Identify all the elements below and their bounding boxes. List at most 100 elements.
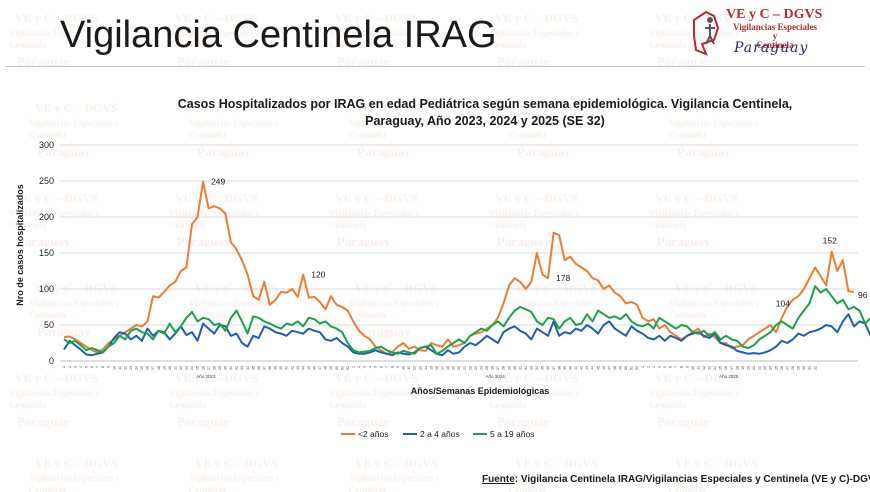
x-tick-label: 40: [568, 366, 572, 370]
x-tick-label: 38: [557, 366, 561, 370]
x-tick-label: 7: [96, 366, 100, 368]
watermark-text: VE y C – DGVS: [15, 11, 98, 25]
x-tick-label: 5: [84, 366, 88, 368]
watermark-text: Paraguay: [497, 414, 551, 429]
x-tick-label: 30: [513, 366, 517, 370]
x-tick-label: 10: [691, 366, 695, 370]
x-tick-label: 46: [313, 366, 317, 370]
watermark-text: Centinela: [9, 220, 46, 230]
series-line-2: [63, 313, 870, 357]
x-tick-label: 23: [763, 366, 767, 370]
watermark-text: Vigilancias Especiales y: [349, 298, 440, 308]
x-tick-label: 42: [290, 366, 294, 370]
watermark-text: Vigilancias Especiales y: [489, 208, 580, 218]
chart-title: Casos Hospitalizados por IRAG en edad Pe…: [177, 97, 793, 128]
year-label: Año 2024: [486, 374, 506, 379]
watermark-text: Centinela: [489, 220, 526, 230]
x-tick-label: 9: [685, 366, 689, 368]
watermark-text: VE y C – DGVS: [675, 281, 758, 295]
x-tick-label: 19: [452, 366, 456, 370]
x-tick-label: 2: [357, 366, 361, 368]
watermark-text: Centinela: [29, 310, 66, 320]
watermark-text: Paraguay: [337, 414, 391, 429]
watermark-text: VE y C – DGVS: [515, 101, 598, 115]
watermark-text: Centinela: [29, 485, 66, 492]
watermark-text: VE y C – DGVS: [675, 456, 758, 470]
watermark-text: VE y C – DGVS: [195, 456, 278, 470]
x-tick-label: 18: [157, 366, 161, 370]
x-tick-label: 14: [713, 366, 717, 370]
x-tick-label: 46: [602, 366, 606, 370]
watermark-text: VE y C – DGVS: [495, 371, 578, 385]
x-tick-label: 49: [619, 366, 623, 370]
watermark-text: VE y C – DGVS: [15, 191, 98, 205]
y-tick-label: 250: [39, 176, 54, 186]
watermark-text: VE y C – DGVS: [355, 101, 438, 115]
x-tick-label: 30: [802, 366, 806, 370]
watermark-text: Vigilancias Especiales y: [169, 388, 260, 398]
x-tick-label: 47: [318, 366, 322, 370]
x-tick-label: 25: [774, 366, 778, 370]
x-tick-label: 28: [791, 366, 795, 370]
watermark-text: Vigilancias Especiales y: [189, 298, 280, 308]
x-tick-label: 3: [73, 366, 77, 368]
year-label: Año 2023: [196, 374, 216, 379]
x-tick-label: 35: [541, 366, 545, 370]
watermark-text: VE y C – DGVS: [35, 456, 118, 470]
x-tick-label: 47: [607, 366, 611, 370]
watermark-text: Vigilancias Especiales y: [669, 298, 760, 308]
watermark-text: Paraguay: [197, 144, 251, 159]
watermark-text: Centinela: [649, 220, 686, 230]
watermark-text: Centinela: [509, 310, 546, 320]
watermark-text: VE y C – DGVS: [335, 191, 418, 205]
watermark-text: Centinela: [649, 40, 686, 50]
x-tick-label: 9: [107, 366, 111, 368]
x-tick-label: 12: [413, 366, 417, 370]
watermark-text: VE y C – DGVS: [495, 191, 578, 205]
x-tick-label: 3: [652, 366, 656, 368]
x-tick-label: 37: [552, 366, 556, 370]
x-tick-label: 19: [162, 366, 166, 370]
watermark-text: Centinela: [509, 485, 546, 492]
watermark-text: VE y C – DGVS: [195, 101, 278, 115]
watermark-text: VE y C – DGVS: [15, 371, 98, 385]
x-tick-label: 20: [168, 366, 172, 370]
watermark-text: Centinela: [509, 130, 546, 140]
watermark-text: Vigilancias Especiales y: [669, 473, 760, 483]
x-tick-label: 24: [479, 366, 483, 370]
x-tick-label: 31: [229, 366, 233, 370]
x-tick-label: 6: [669, 366, 673, 368]
x-tick-label: 25: [485, 366, 489, 370]
x-tick-label: 35: [251, 366, 255, 370]
x-tick-label: 24: [769, 366, 773, 370]
x-tick-label: 29: [218, 366, 222, 370]
x-tick-label: 20: [457, 366, 461, 370]
x-tick-label: 14: [424, 366, 428, 370]
data-label: 120: [311, 270, 325, 280]
x-tick-label: 19: [741, 366, 745, 370]
x-tick-label: 3: [363, 366, 367, 368]
x-tick-label: 28: [502, 366, 506, 370]
watermark-text: VE y C – DGVS: [655, 371, 738, 385]
x-tick-label: 40: [279, 366, 283, 370]
x-tick-label: 45: [307, 366, 311, 370]
x-tick-label: 13: [418, 366, 422, 370]
watermark-text: Paraguay: [517, 144, 571, 159]
watermark-text: Vigilancias Especiales y: [349, 473, 440, 483]
watermark-text: Vigilancias Especiales y: [669, 118, 760, 128]
watermark-text: Centinela: [9, 400, 46, 410]
x-tick-label: 12: [123, 366, 127, 370]
x-tick-label: 32: [235, 366, 239, 370]
x-tick-label: 10: [112, 366, 116, 370]
x-tick-label: 33: [240, 366, 244, 370]
x-tick-label: 5: [374, 366, 378, 368]
watermark-text: Paraguay: [657, 54, 711, 69]
watermark-text: Centinela: [669, 485, 706, 492]
watermark-text: Vigilancias Especiales y: [509, 298, 600, 308]
source-label: Fuente: [482, 474, 515, 485]
watermark-text: VE y C – DGVS: [175, 191, 258, 205]
watermark-text: Vigilancias Especiales y: [29, 473, 120, 483]
x-tick-label: 34: [246, 366, 250, 370]
y-tick-label: 0: [49, 356, 54, 366]
